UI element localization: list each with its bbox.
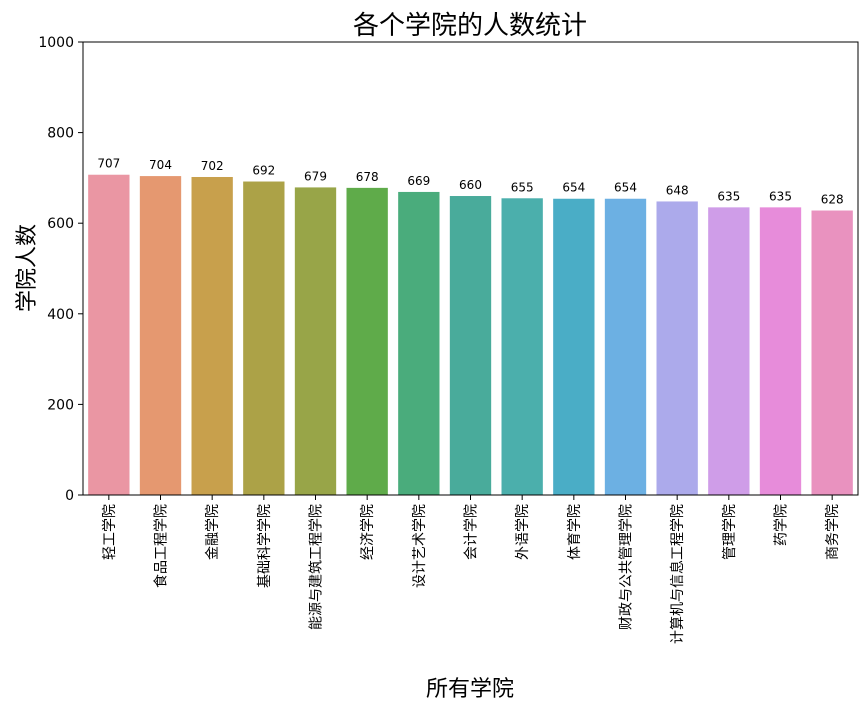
data-label-1: 707 [97, 157, 120, 171]
data-label-7: 669 [407, 174, 430, 188]
plot-frame [82, 41, 859, 496]
bar-2 [139, 176, 182, 495]
x-axis: 轻工学院 食品工程学院 金融学院 基础科学学院 能源与建筑工程学院 经济学院 设计艺术学院 会… [102, 495, 841, 644]
bar-7 [398, 191, 440, 495]
data-label-15: 628 [821, 193, 844, 207]
x-tick-label-13: 管理学院 [722, 504, 738, 560]
bar-8 [449, 196, 492, 495]
data-labels-group: 707 704 702 692 679 678 669 660 655 654 654 648 635 6… [97, 157, 843, 207]
x-tick-label-14: 药学院 [774, 504, 790, 546]
x-tick-label-6: 经济学院 [360, 504, 376, 560]
x-tick-label-8: 会计学院 [464, 504, 480, 560]
x-tick-label-1: 轻工学院 [102, 504, 118, 560]
chart-title: 各个学院的人数统计 [353, 11, 587, 41]
x-tick-label-9: 外语学院 [515, 504, 531, 560]
x-tick-label-5: 能源与建筑工程学院 [309, 504, 325, 630]
data-label-10: 654 [562, 181, 585, 195]
bar-12 [656, 201, 698, 495]
x-tick-label-2: 食品工程学院 [153, 504, 170, 588]
bar-14 [759, 207, 802, 495]
data-label-13: 635 [717, 189, 740, 203]
data-label-5: 679 [304, 169, 327, 183]
data-label-12: 648 [666, 183, 689, 197]
y-tick-label-1: 0 [65, 488, 74, 504]
y-tick-label-5: 800 [47, 126, 74, 142]
x-tick-label-12: 计算机与信息工程学院 [669, 504, 686, 644]
x-tick-label-11: 财政与公共管理学院 [619, 504, 635, 630]
bar-15 [811, 210, 853, 496]
data-label-11: 654 [614, 181, 637, 195]
y-tick-label-6: 1000 [38, 35, 74, 51]
data-label-8: 660 [459, 178, 482, 192]
x-tick-label-7: 设计艺术学院 [412, 504, 428, 588]
y-tick-label-4: 600 [47, 216, 74, 232]
x-tick-label-15: 商务学院 [825, 504, 841, 560]
bar-6 [346, 187, 388, 495]
bar-3 [191, 176, 233, 495]
bar-13 [708, 207, 750, 495]
x-tick-label-4: 基础科学学院 [256, 504, 273, 588]
y-axis-label: 学院人数 [15, 224, 40, 312]
bar-10 [553, 198, 595, 495]
bar-5 [294, 187, 337, 495]
data-label-6: 678 [356, 170, 379, 184]
bar-4 [243, 181, 285, 496]
x-tick-label-10: 体育学院 [567, 504, 583, 560]
data-label-3: 702 [201, 159, 224, 173]
y-tick-label-2: 200 [47, 397, 74, 413]
x-axis-label: 所有学院 [426, 677, 514, 702]
y-axis: 0 200 400 600 800 1000 [38, 35, 83, 504]
x-tick-label-3: 金融学院 [205, 504, 221, 560]
bars-group [88, 174, 853, 496]
data-label-9: 655 [511, 180, 534, 194]
data-label-14: 635 [769, 189, 792, 203]
data-label-4: 692 [252, 164, 275, 178]
data-label-2: 704 [149, 158, 172, 172]
y-tick-label-3: 400 [47, 307, 74, 323]
bar-11 [604, 198, 647, 495]
bar-9 [501, 198, 543, 495]
bar-1 [88, 174, 130, 495]
